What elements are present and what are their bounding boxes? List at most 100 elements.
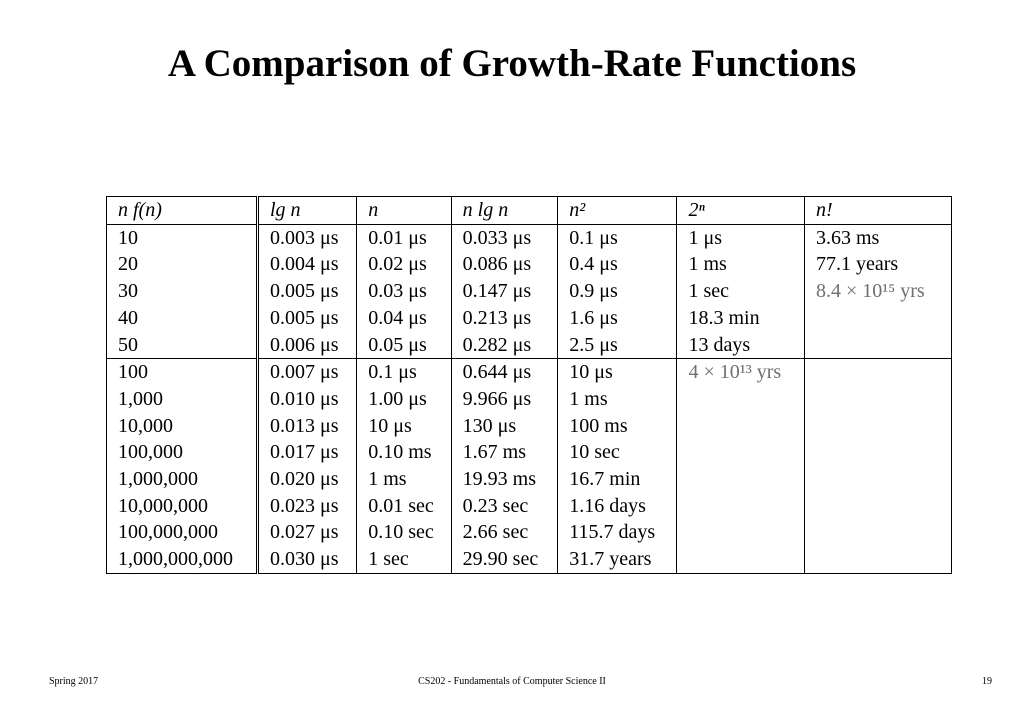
table-row: 1,000,000 0.020 μs 1 ms 19.93 ms 16.7 min bbox=[106, 466, 953, 493]
cell-n-squared-value: 2.5 μs bbox=[557, 331, 678, 360]
header-n: n bbox=[356, 196, 452, 225]
cell-n-squared-value: 1 ms bbox=[557, 385, 678, 413]
cell-n-squared-value: 115.7 days bbox=[557, 519, 678, 547]
table-body: 10 0.003 μs 0.01 μs 0.033 μs 0.1 μs 1 μs 3.63 … bbox=[106, 224, 953, 574]
cell-2-pow-n-value: 1 μs bbox=[676, 224, 805, 252]
table-row: 1,000 0.010 μs 1.00 μs 9.966 μs 1 ms bbox=[106, 385, 953, 413]
cell-2-pow-n-value: 4 × 10¹³ yrs bbox=[676, 358, 805, 386]
cell-2-pow-n-value bbox=[676, 412, 805, 440]
cell-lg-n-value: 0.006 μs bbox=[256, 331, 358, 360]
cell-n-lg-n-value: 29.90 sec bbox=[450, 546, 559, 574]
cell-n-time: 0.1 μs bbox=[356, 358, 452, 386]
cell-n-squared-value: 100 ms bbox=[557, 412, 678, 440]
cell-lg-n-value: 0.023 μs bbox=[256, 492, 358, 520]
cell-n-factorial-value bbox=[803, 412, 953, 440]
cell-n-time: 1 sec bbox=[356, 546, 452, 574]
cell-lg-n-value: 0.013 μs bbox=[256, 412, 358, 440]
cell-2-pow-n-value bbox=[676, 546, 805, 574]
header-2-pow-n: 2ⁿ bbox=[676, 196, 805, 225]
cell-n-factorial-value: 77.1 years bbox=[803, 251, 953, 279]
cell-n-time: 0.03 μs bbox=[356, 278, 452, 305]
header-n-squared: n² bbox=[557, 196, 678, 225]
cell-n-squared-value: 0.1 μs bbox=[557, 224, 678, 252]
cell-n-squared-value: 0.9 μs bbox=[557, 278, 678, 305]
table-row: 10 0.003 μs 0.01 μs 0.033 μs 0.1 μs 1 μs 3.63 … bbox=[106, 224, 953, 252]
cell-lg-n-value: 0.004 μs bbox=[256, 251, 358, 279]
table-row: 20 0.004 μs 0.02 μs 0.086 μs 0.4 μs 1 ms 77.1 … bbox=[106, 251, 953, 279]
cell-lg-n-value: 0.030 μs bbox=[256, 546, 358, 574]
cell-lg-n-value: 0.027 μs bbox=[256, 519, 358, 547]
cell-n-value: 1,000 bbox=[106, 385, 259, 413]
cell-n-lg-n-value: 19.93 ms bbox=[450, 466, 559, 493]
cell-n-value: 100,000 bbox=[106, 439, 259, 467]
table-row: 40 0.005 μs 0.04 μs 0.213 μs 1.6 μs 18.3 min bbox=[106, 304, 953, 332]
cell-n-squared-value: 1.6 μs bbox=[557, 304, 678, 332]
cell-n-lg-n-value: 0.213 μs bbox=[450, 304, 559, 332]
cell-n-time: 1.00 μs bbox=[356, 385, 452, 413]
cell-2-pow-n-value bbox=[676, 385, 805, 413]
cell-2-pow-n-value: 13 days bbox=[676, 331, 805, 360]
header-n-factorial: n! bbox=[803, 196, 953, 225]
cell-n-time: 0.04 μs bbox=[356, 304, 452, 332]
cell-2-pow-n-value bbox=[676, 466, 805, 493]
cell-2-pow-n-value: 1 ms bbox=[676, 251, 805, 279]
footer-term: Spring 2017 bbox=[49, 676, 99, 687]
cell-n-value: 50 bbox=[106, 331, 259, 360]
header-lg-n: lg n bbox=[256, 196, 358, 225]
cell-n-time: 0.05 μs bbox=[356, 331, 452, 360]
cell-n-factorial-value bbox=[803, 385, 953, 413]
cell-2-pow-n-value bbox=[676, 492, 805, 520]
cell-n-time: 10 μs bbox=[356, 412, 452, 440]
header-n-lg-n: n lg n bbox=[450, 196, 559, 225]
table-row: 50 0.006 μs 0.05 μs 0.282 μs 2.5 μs 13 days bbox=[106, 331, 953, 360]
cell-lg-n-value: 0.007 μs bbox=[256, 358, 358, 386]
footer-page-number: 19 bbox=[982, 676, 992, 687]
cell-lg-n-value: 0.005 μs bbox=[256, 304, 358, 332]
cell-n-squared-value: 10 sec bbox=[557, 439, 678, 467]
cell-n-factorial-value bbox=[803, 466, 953, 493]
growth-rate-table: n f(n) lg n n n lg n n² 2ⁿ n! 10 0.003 μs… bbox=[106, 196, 953, 574]
cell-n-value: 10,000,000 bbox=[106, 492, 259, 520]
cell-n-value: 100 bbox=[106, 358, 259, 386]
cell-n-time: 0.10 sec bbox=[356, 519, 452, 547]
cell-lg-n-value: 0.005 μs bbox=[256, 278, 358, 305]
cell-n-squared-value: 16.7 min bbox=[557, 466, 678, 493]
cell-n-squared-value: 10 μs bbox=[557, 358, 678, 386]
cell-n-value: 10 bbox=[106, 224, 259, 252]
cell-n-lg-n-value: 9.966 μs bbox=[450, 385, 559, 413]
cell-lg-n-value: 0.017 μs bbox=[256, 439, 358, 467]
cell-n-lg-n-value: 0.282 μs bbox=[450, 331, 559, 360]
table-header-row: n f(n) lg n n n lg n n² 2ⁿ n! bbox=[106, 196, 953, 225]
cell-n-factorial-value bbox=[803, 358, 953, 386]
cell-n-value: 1,000,000 bbox=[106, 466, 259, 493]
cell-n-lg-n-value: 130 μs bbox=[450, 412, 559, 440]
cell-lg-n-value: 0.003 μs bbox=[256, 224, 358, 252]
table-row: 1,000,000,000 0.030 μs 1 sec 29.90 sec 31.7 … bbox=[106, 546, 953, 574]
cell-n-value: 100,000,000 bbox=[106, 519, 259, 547]
cell-n-factorial-value bbox=[803, 546, 953, 574]
cell-n-lg-n-value: 0.033 μs bbox=[450, 224, 559, 252]
cell-n-time: 0.02 μs bbox=[356, 251, 452, 279]
cell-n-value: 1,000,000,000 bbox=[106, 546, 259, 574]
cell-n-factorial-value bbox=[803, 331, 953, 360]
table-row: 100,000 0.017 μs 0.10 ms 1.67 ms 10 sec bbox=[106, 439, 953, 467]
cell-n-squared-value: 31.7 years bbox=[557, 546, 678, 574]
cell-n-lg-n-value: 0.644 μs bbox=[450, 358, 559, 386]
cell-n-time: 1 ms bbox=[356, 466, 452, 493]
cell-n-factorial-value bbox=[803, 304, 953, 332]
cell-n-lg-n-value: 2.66 sec bbox=[450, 519, 559, 547]
cell-n-lg-n-value: 0.23 sec bbox=[450, 492, 559, 520]
cell-n-factorial-value: 8.4 × 10¹⁵ yrs bbox=[803, 278, 953, 305]
cell-n-squared-value: 0.4 μs bbox=[557, 251, 678, 279]
header-n-fn: n f(n) bbox=[106, 196, 259, 225]
cell-n-factorial-value bbox=[803, 519, 953, 547]
cell-2-pow-n-value bbox=[676, 439, 805, 467]
table-row: 100 0.007 μs 0.1 μs 0.644 μs 10 μs 4 × 10¹³ y… bbox=[106, 358, 953, 386]
table-row: 10,000 0.013 μs 10 μs 130 μs 100 ms bbox=[106, 412, 953, 440]
table-row: 100,000,000 0.027 μs 0.10 sec 2.66 sec 115.7… bbox=[106, 519, 953, 547]
cell-n-lg-n-value: 0.147 μs bbox=[450, 278, 559, 305]
cell-lg-n-value: 0.020 μs bbox=[256, 466, 358, 493]
table-row: 30 0.005 μs 0.03 μs 0.147 μs 0.9 μs 1 sec 8.4 … bbox=[106, 278, 953, 305]
cell-n-factorial-value bbox=[803, 439, 953, 467]
cell-n-time: 0.01 μs bbox=[356, 224, 452, 252]
